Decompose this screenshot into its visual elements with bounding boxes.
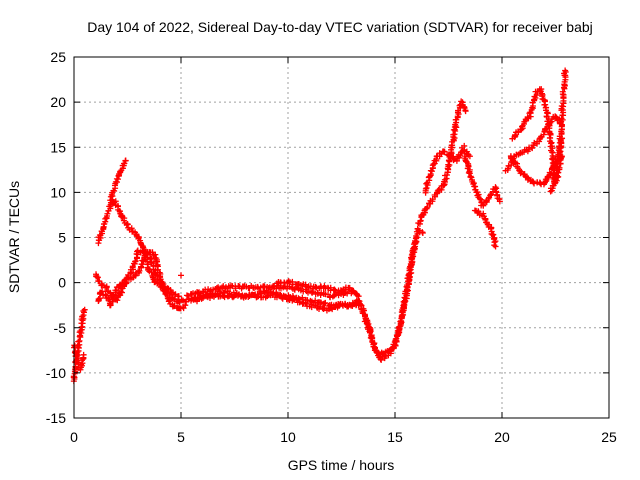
x-tick-label: 5 [177, 429, 185, 445]
x-axis-label: GPS time / hours [288, 457, 395, 473]
y-tick-label: 20 [50, 94, 66, 110]
x-tick-label: 25 [601, 429, 617, 445]
chart-title: Day 104 of 2022, Sidereal Day-to-day VTE… [87, 19, 593, 35]
sdtvar-chart: Day 104 of 2022, Sidereal Day-to-day VTE… [0, 0, 640, 480]
x-tick-label: 10 [280, 429, 296, 445]
x-tick-label: 15 [387, 429, 403, 445]
y-tick-label: 0 [58, 275, 66, 291]
x-tick-label: 0 [70, 429, 78, 445]
y-tick-label: -10 [46, 365, 66, 381]
y-tick-label: 15 [50, 139, 66, 155]
x-tick-label: 20 [494, 429, 510, 445]
y-tick-label: 5 [58, 230, 66, 246]
y-tick-label: -15 [46, 410, 66, 426]
y-tick-label: 10 [50, 184, 66, 200]
y-tick-label: 25 [50, 49, 66, 65]
y-axis-label: SDTVAR / TECUs [6, 181, 22, 293]
y-tick-label: -5 [54, 320, 67, 336]
